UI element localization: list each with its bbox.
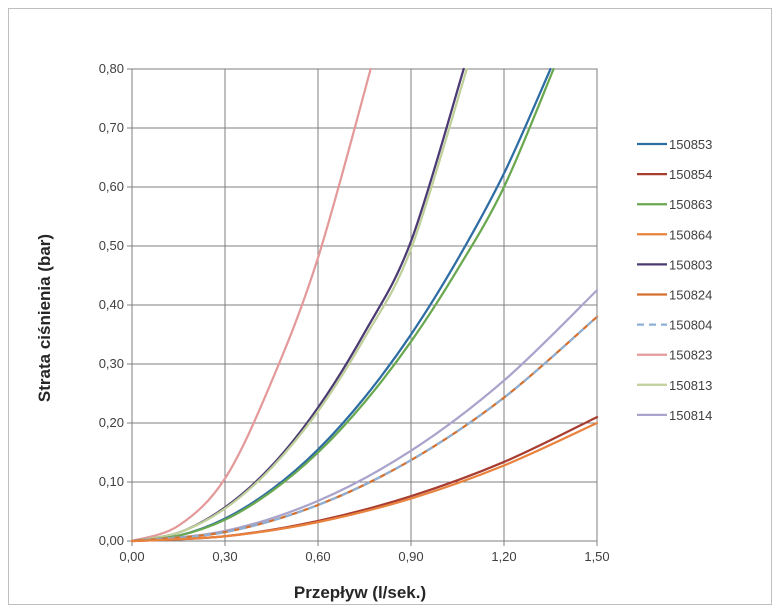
legend-label-150854: 150854 xyxy=(669,167,712,182)
y-tick-label: 0,70 xyxy=(99,120,124,135)
series-line-150864 xyxy=(130,421,599,543)
y-tick-label: 0,20 xyxy=(99,415,124,430)
legend-label-150803: 150803 xyxy=(669,257,712,272)
series-line-150823 xyxy=(130,67,372,543)
y-tick-label: 0,30 xyxy=(99,356,124,371)
y-tick-label: 0,10 xyxy=(99,474,124,489)
x-tick-label: 0,00 xyxy=(119,549,144,564)
legend-label-150863: 150863 xyxy=(669,197,712,212)
y-tick-label: 0,80 xyxy=(99,61,124,76)
chart-frame: 0,00 0,10 0,20 0,30 0,40 0,50 0,60 0,70 0,80 0,0… xyxy=(8,8,772,605)
x-tick-label: 0,60 xyxy=(305,549,330,564)
legend-label-150853: 150853 xyxy=(669,137,712,152)
x-axis-title: Przepływ (l/sek.) xyxy=(294,583,426,602)
x-axis-ticks: 0,00 0,30 0,60 0,90 1,20 1,50 xyxy=(119,549,609,564)
legend-label-150823: 150823 xyxy=(669,348,712,363)
y-axis-ticks: 0,00 0,10 0,20 0,30 0,40 0,50 0,60 0,70 0,80 xyxy=(99,61,124,548)
y-tick-label: 0,00 xyxy=(99,533,124,548)
x-tick-label: 1,50 xyxy=(584,549,609,564)
y-tick-label: 0,60 xyxy=(99,179,124,194)
legend: 150853 150854 150863 150864 150803 150824 1508… xyxy=(637,137,712,423)
y-axis-title: Strata ciśnienia (bar) xyxy=(35,234,54,402)
legend-label-150824: 150824 xyxy=(669,288,712,303)
grid xyxy=(127,68,598,546)
series-lines xyxy=(130,67,599,543)
legend-label-150864: 150864 xyxy=(669,227,712,242)
x-tick-label: 0,90 xyxy=(398,549,423,564)
series-line-150814 xyxy=(130,289,599,543)
x-tick-label: 0,30 xyxy=(212,549,237,564)
legend-label-150813: 150813 xyxy=(669,378,712,393)
series-line-150804 xyxy=(131,315,598,543)
series-line-150813 xyxy=(130,67,468,543)
x-tick-label: 1,20 xyxy=(491,549,516,564)
legend-label-150804: 150804 xyxy=(669,318,712,333)
line-chart: 0,00 0,10 0,20 0,30 0,40 0,50 0,60 0,70 0,80 0,0… xyxy=(35,61,712,602)
legend-label-150814: 150814 xyxy=(669,408,712,423)
y-tick-label: 0,50 xyxy=(99,238,124,253)
y-tick-label: 0,40 xyxy=(99,297,124,312)
series-line-150863 xyxy=(130,67,555,543)
